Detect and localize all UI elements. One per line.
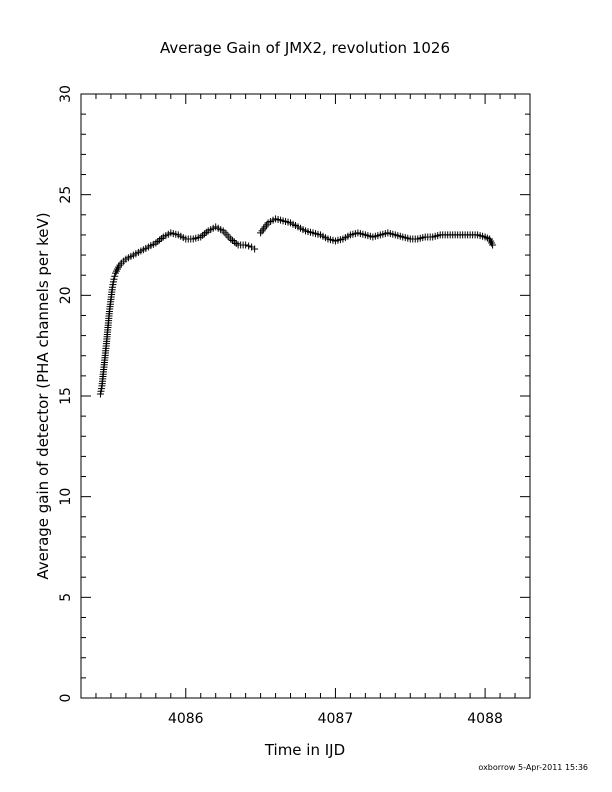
plot-frame [80, 93, 531, 699]
data-point [200, 230, 208, 238]
chart-title: Average Gain of JMX2, revolution 1026 [160, 39, 450, 57]
y-tick-label: 30 [58, 85, 74, 103]
data-point [242, 241, 250, 249]
data-point [229, 236, 237, 244]
axis-ticks [80, 93, 531, 699]
y-tick-label: 10 [58, 488, 74, 506]
x-tick-label: 4086 [168, 711, 204, 727]
y-tick-label: 20 [58, 286, 74, 304]
data-point [230, 238, 238, 246]
data-point [251, 245, 259, 253]
x-axis-label: Time in IJD [264, 741, 345, 759]
data-point [245, 242, 253, 250]
x-tick-label: 4088 [467, 711, 503, 727]
y-tick-label: 15 [58, 387, 74, 405]
data-point [110, 275, 118, 283]
y-tick-label: 25 [58, 186, 74, 204]
footer-credit: oxborrow 5-Apr-2011 15:36 [478, 763, 588, 772]
x-tick-label: 4087 [318, 711, 354, 727]
axis-tick-labels: 0 5 10 15 20 25 30 4086 4087 4088 [58, 85, 503, 727]
data-point [232, 239, 240, 247]
data-markers [96, 215, 497, 398]
data-point [156, 236, 164, 244]
y-tick-label: 0 [58, 694, 74, 703]
y-tick-label: 5 [58, 593, 74, 602]
data-point [111, 272, 119, 280]
data-point [489, 241, 497, 249]
y-axis-label: Average gain of detector (PHA channels p… [34, 212, 52, 579]
